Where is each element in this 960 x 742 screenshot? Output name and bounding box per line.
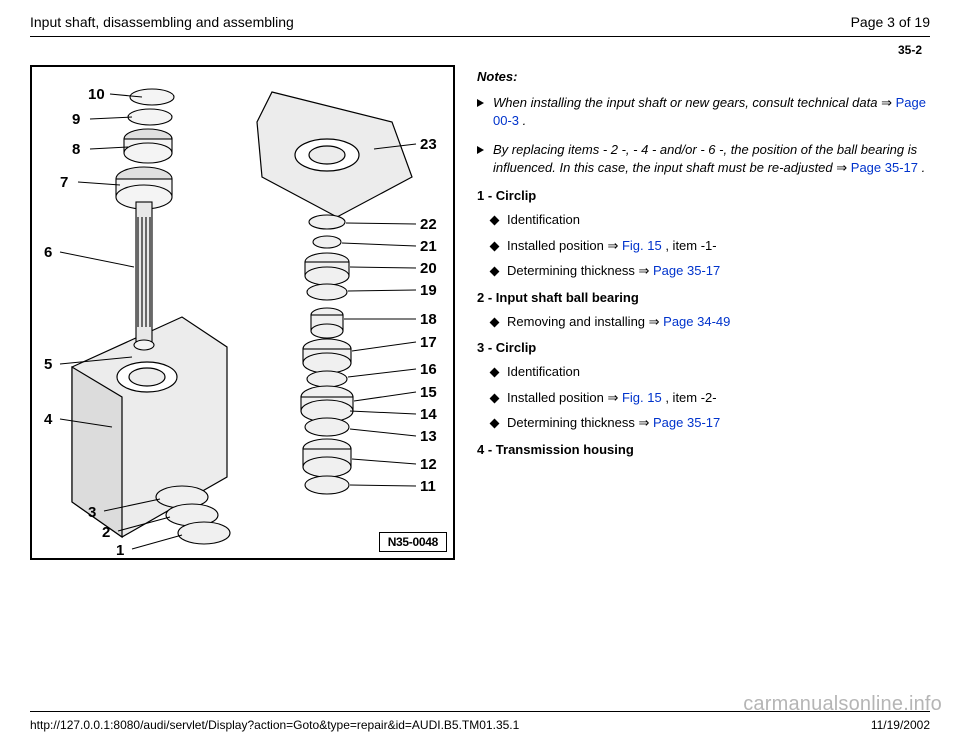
numbered-item: 4 - Transmission housing: [477, 442, 930, 457]
sub-item: Determining thickness Page 35-17: [491, 262, 930, 280]
diagram-ref-code: N35-0048: [379, 532, 447, 552]
numbered-items: 1 - Circlip Identification Installed posit…: [477, 188, 930, 457]
callout-20: 20: [420, 261, 437, 276]
sub-item: Determining thickness Page 35-17: [491, 414, 930, 432]
callout-21: 21: [420, 239, 437, 254]
page-link[interactable]: Page 34-49: [663, 314, 730, 329]
sub-list: Identification Installed position Fig. 15…: [477, 363, 930, 432]
notes-column: Notes: When installing the input shaft o…: [477, 65, 930, 560]
callout-17: 17: [420, 335, 437, 350]
notes-bullets: When installing the input shaft or new g…: [477, 94, 930, 176]
numbered-item: 1 - Circlip: [477, 188, 930, 203]
note-bullet: When installing the input shaft or new g…: [477, 94, 930, 129]
callout-5: 5: [44, 357, 52, 372]
callout-15: 15: [420, 385, 437, 400]
footer-rule: [30, 711, 930, 712]
page-link[interactable]: Fig. 15: [622, 390, 662, 405]
sub-item: Identification: [491, 211, 930, 229]
diagram-svg: [32, 67, 455, 560]
sub-item: Removing and installing Page 34-49: [491, 313, 930, 331]
page-link[interactable]: Fig. 15: [622, 238, 662, 253]
sub-item: Installed position Fig. 15 , item -1-: [491, 237, 930, 255]
note-bullet: By replacing items - 2 -, - 4 - and/or -…: [477, 141, 930, 176]
numbered-item: 2 - Input shaft ball bearing: [477, 290, 930, 305]
page-link[interactable]: Page 35-17: [653, 415, 720, 430]
page-link[interactable]: Page 35-17: [851, 160, 918, 175]
watermark: carmanualsonline.info: [743, 693, 942, 716]
callout-11: 11: [420, 479, 436, 494]
numbered-item: 3 - Circlip: [477, 340, 930, 355]
diagram-column: N35-0048 1098765432123222120191817161514…: [30, 65, 455, 560]
sub-item: Identification: [491, 363, 930, 381]
callout-3: 3: [88, 505, 96, 520]
page-link[interactable]: Page 35-17: [653, 263, 720, 278]
callout-7: 7: [60, 175, 68, 190]
page-code: 35-2: [30, 39, 930, 65]
callout-2: 2: [102, 525, 110, 540]
callout-18: 18: [420, 312, 437, 327]
callout-6: 6: [44, 245, 52, 260]
callout-10: 10: [88, 87, 105, 102]
footer-url: http://127.0.0.1:8080/audi/servlet/Displ…: [30, 718, 519, 732]
callout-23: 23: [420, 137, 437, 152]
main-content: N35-0048 1098765432123222120191817161514…: [30, 65, 930, 560]
sub-list: Removing and installing Page 34-49: [477, 313, 930, 331]
callout-16: 16: [420, 362, 437, 377]
callout-8: 8: [72, 142, 80, 157]
callout-9: 9: [72, 112, 80, 127]
sub-list: Identification Installed position Fig. 15…: [477, 211, 930, 280]
callout-4: 4: [44, 412, 52, 427]
callout-1: 1: [116, 543, 124, 558]
page-counter: Page 3 of 19: [851, 14, 930, 30]
page-footer: http://127.0.0.1:8080/audi/servlet/Displ…: [30, 718, 930, 732]
sub-item: Installed position Fig. 15 , item -2-: [491, 389, 930, 407]
callout-22: 22: [420, 217, 437, 232]
document-title: Input shaft, disassembling and assemblin…: [30, 14, 294, 30]
notes-title: Notes:: [477, 69, 930, 84]
callout-12: 12: [420, 457, 437, 472]
callout-19: 19: [420, 283, 437, 298]
callout-13: 13: [420, 429, 437, 444]
footer-date: 11/19/2002: [871, 718, 930, 732]
exploded-diagram: N35-0048 1098765432123222120191817161514…: [30, 65, 455, 560]
callout-14: 14: [420, 407, 437, 422]
header-rule: [30, 36, 930, 37]
page-header: Input shaft, disassembling and assemblin…: [30, 14, 930, 36]
